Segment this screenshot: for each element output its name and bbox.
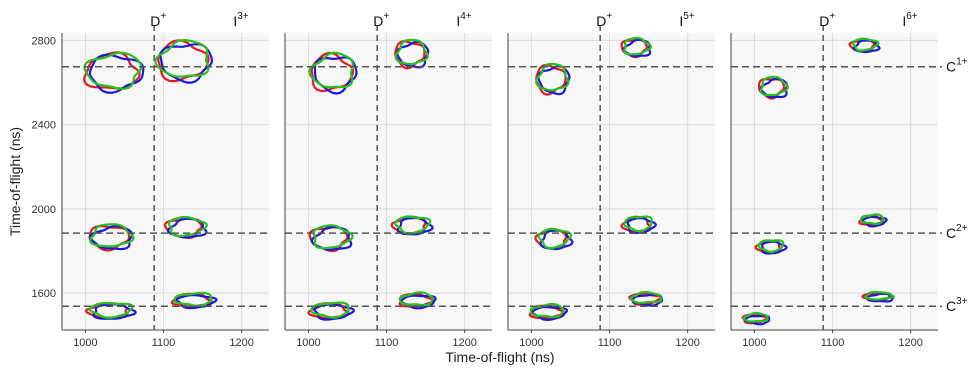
x-axis-title: Time-of-flight (ns)	[445, 349, 554, 365]
d-ion-label: D+	[819, 11, 835, 29]
d-ion-label: D+	[596, 11, 612, 29]
x-tick-label: 1100	[821, 337, 845, 349]
y-tick-label: 2800	[32, 35, 56, 47]
c-line-label: C3+	[946, 296, 968, 314]
y-tick-label: 2000	[32, 204, 56, 216]
x-tick-label: 1100	[375, 337, 399, 349]
x-tick-label: 1200	[229, 337, 253, 349]
x-tick-label: 1000	[742, 337, 766, 349]
x-tick-label: 1000	[73, 337, 97, 349]
x-tick-label: 1200	[452, 337, 476, 349]
d-ion-label: D+	[150, 11, 166, 29]
d-ion-label: D+	[373, 11, 389, 29]
x-tick-label: 1200	[898, 337, 922, 349]
i-ion-label: I6+	[902, 11, 917, 29]
c-line-label: C1+	[946, 57, 968, 75]
x-tick-label: 1000	[519, 337, 543, 349]
x-tick-label: 1100	[152, 337, 176, 349]
y-tick-label: 1600	[32, 288, 56, 300]
i-ion-label: I3+	[233, 11, 248, 29]
i-ion-label: I5+	[679, 11, 694, 29]
c-line-label: C2+	[946, 223, 968, 241]
x-tick-label: 1100	[598, 337, 622, 349]
i-ion-label: I4+	[456, 11, 471, 29]
panel-backgrounds	[62, 33, 938, 330]
x-tick-label: 1000	[296, 337, 320, 349]
y-tick-label: 2400	[32, 120, 56, 132]
x-tick-label: 1200	[675, 337, 699, 349]
panel-background	[731, 33, 938, 330]
y-axis-title: Time-of-flight (ns)	[7, 127, 23, 236]
